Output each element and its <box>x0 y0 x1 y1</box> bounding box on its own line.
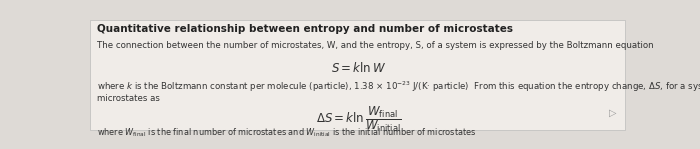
Text: ▷: ▷ <box>609 107 617 117</box>
Text: Quantitative relationship between entropy and number of microstates: Quantitative relationship between entrop… <box>97 24 513 34</box>
Text: $S = k\ln W$: $S = k\ln W$ <box>331 62 386 76</box>
Text: $\Delta S = k\ln\dfrac{W_{\mathrm{final}}}{W_{\mathrm{initial}}}$: $\Delta S = k\ln\dfrac{W_{\mathrm{final}… <box>316 104 402 134</box>
Text: The connection between the number of microstates, W, and the entropy, S, of a sy: The connection between the number of mic… <box>97 41 654 50</box>
Text: where $k$ is the Boltzmann constant per molecule (particle), 1.38 × 10$^{-23}$ J: where $k$ is the Boltzmann constant per … <box>97 80 700 94</box>
Text: where $W_{\mathrm{final}}$ is the final number of microstates and $W_{\mathrm{in: where $W_{\mathrm{final}}$ is the final … <box>97 127 477 139</box>
Text: microstates as: microstates as <box>97 94 160 103</box>
FancyBboxPatch shape <box>90 20 624 130</box>
